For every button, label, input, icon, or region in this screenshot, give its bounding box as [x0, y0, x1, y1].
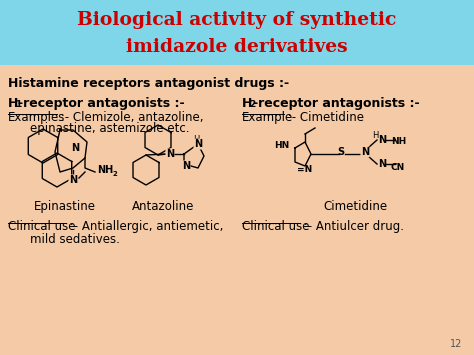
Text: Biological activity of synthetic: Biological activity of synthetic	[77, 11, 397, 29]
Text: :- Antiallergic, antiemetic,: :- Antiallergic, antiemetic,	[66, 220, 223, 233]
Text: N: N	[166, 149, 174, 159]
Text: :- Antiulcer drug.: :- Antiulcer drug.	[300, 220, 404, 233]
Text: -receptor antagonists :-: -receptor antagonists :-	[18, 97, 185, 110]
Text: 12: 12	[450, 339, 462, 349]
Text: NH: NH	[391, 137, 406, 147]
Text: Clinical use: Clinical use	[8, 220, 75, 233]
Text: N: N	[194, 139, 202, 149]
Text: 2: 2	[113, 171, 118, 177]
Text: mild sedatives.: mild sedatives.	[30, 233, 120, 246]
Text: :- Clemizole, antazoline,: :- Clemizole, antazoline,	[57, 111, 203, 124]
Text: N: N	[378, 135, 386, 145]
Text: Cimetidine: Cimetidine	[323, 200, 387, 213]
Text: Antazoline: Antazoline	[132, 200, 194, 213]
Text: imidazole derivatives: imidazole derivatives	[126, 38, 348, 56]
Text: Clinical use: Clinical use	[242, 220, 310, 233]
Text: H: H	[193, 136, 199, 144]
Text: NH: NH	[97, 165, 113, 175]
Text: N: N	[378, 159, 386, 169]
FancyBboxPatch shape	[0, 0, 474, 65]
Text: N: N	[361, 147, 369, 157]
Text: Example: Example	[242, 111, 293, 124]
Text: 2: 2	[249, 100, 255, 109]
Text: Histamine receptors antagonist drugs :-: Histamine receptors antagonist drugs :-	[8, 77, 289, 90]
Text: Epinastine: Epinastine	[34, 200, 96, 213]
Text: -receptor antagonists :-: -receptor antagonists :-	[253, 97, 419, 110]
Text: S: S	[337, 147, 345, 157]
Text: N: N	[182, 161, 190, 171]
Text: CN: CN	[391, 164, 405, 173]
Text: Examples: Examples	[8, 111, 65, 124]
Text: H: H	[372, 131, 378, 141]
Text: H: H	[8, 97, 18, 110]
Text: 1: 1	[15, 100, 21, 109]
Text: N: N	[69, 175, 77, 185]
Text: HN: HN	[274, 142, 289, 151]
Text: epinastine, astemizole etc.: epinastine, astemizole etc.	[30, 122, 190, 135]
Text: N: N	[71, 143, 79, 153]
Text: H: H	[242, 97, 252, 110]
Text: =N: =N	[297, 165, 312, 175]
Text: :- Cimetidine: :- Cimetidine	[284, 111, 364, 124]
